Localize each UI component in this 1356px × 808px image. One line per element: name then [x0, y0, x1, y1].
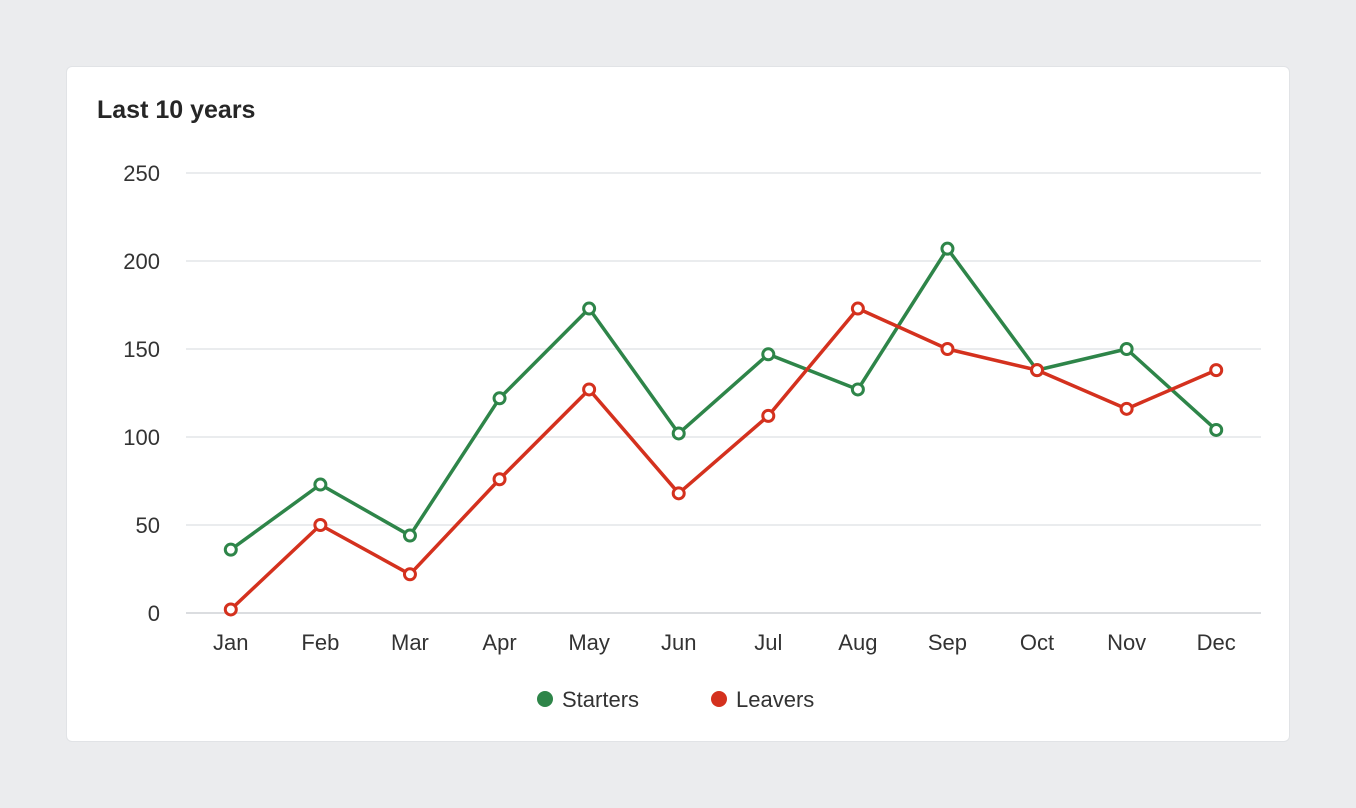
data-point[interactable]: [402, 567, 417, 582]
x-tick-label: Feb: [301, 630, 339, 655]
x-tick-label: May: [568, 630, 610, 655]
data-point[interactable]: [671, 486, 686, 501]
data-point[interactable]: [582, 382, 597, 397]
x-tick-label: Jun: [661, 630, 696, 655]
x-tick-label: Dec: [1197, 630, 1236, 655]
y-gridlines: [186, 172, 1261, 614]
data-point[interactable]: [223, 602, 238, 617]
data-point[interactable]: [492, 472, 507, 487]
legend-marker-icon: [711, 691, 727, 707]
series-line-leavers: [229, 306, 1218, 612]
data-point[interactable]: [850, 301, 865, 316]
legend-marker-icon: [537, 691, 553, 707]
data-point[interactable]: [940, 241, 955, 256]
data-point[interactable]: [940, 342, 955, 356]
data-point[interactable]: [761, 408, 776, 423]
data-point[interactable]: [1030, 363, 1045, 378]
y-tick-label: 250: [123, 161, 160, 186]
legend-item-starters[interactable]: Starters: [537, 687, 639, 712]
legend-item-leavers[interactable]: Leavers: [711, 687, 814, 712]
x-tick-label: Apr: [482, 630, 516, 655]
line-chart: 0 50 100 150 200 250 Jan Feb Mar Apr May Jun Jul Aug S…: [123, 161, 1261, 712]
legend: Starters Leavers: [537, 687, 814, 712]
legend-label: Leavers: [736, 687, 814, 712]
series-leavers: [223, 301, 1224, 617]
y-tick-label: 100: [123, 425, 160, 450]
data-point[interactable]: [492, 391, 507, 406]
chart-card: Last 10 years 0 50 100 150 200 250 Jan Feb Mar Ap…: [66, 66, 1290, 742]
x-tick-label: Nov: [1107, 630, 1146, 655]
x-tick-label: Oct: [1020, 630, 1054, 655]
data-point[interactable]: [1119, 342, 1134, 356]
data-point[interactable]: [850, 382, 865, 397]
legend-label: Starters: [562, 687, 639, 712]
x-axis-labels: Jan Feb Mar Apr May Jun Jul Aug Sep Oct Nov Dec: [213, 630, 1236, 655]
x-tick-label: Jan: [213, 630, 248, 655]
data-point[interactable]: [223, 542, 238, 557]
data-point[interactable]: [761, 347, 776, 362]
y-axis-labels: 0 50 100 150 200 250: [123, 161, 160, 626]
y-tick-label: 0: [148, 601, 160, 626]
data-point[interactable]: [1209, 422, 1224, 437]
data-point[interactable]: [1119, 401, 1134, 416]
data-point[interactable]: [671, 426, 686, 441]
y-tick-label: 150: [123, 337, 160, 362]
y-tick-label: 200: [123, 249, 160, 274]
x-tick-label: Sep: [928, 630, 967, 655]
series-starters: [223, 241, 1224, 557]
chart-title: Last 10 years: [97, 96, 256, 124]
y-tick-label: 50: [136, 513, 160, 538]
x-tick-label: Jul: [754, 630, 782, 655]
series-line-starters: [229, 246, 1218, 552]
data-point[interactable]: [313, 518, 328, 532]
x-tick-label: Aug: [838, 630, 877, 655]
x-tick-label: Mar: [391, 630, 429, 655]
data-point[interactable]: [582, 301, 597, 316]
data-point[interactable]: [402, 528, 417, 543]
data-point[interactable]: [313, 477, 328, 492]
data-point[interactable]: [1209, 363, 1224, 378]
